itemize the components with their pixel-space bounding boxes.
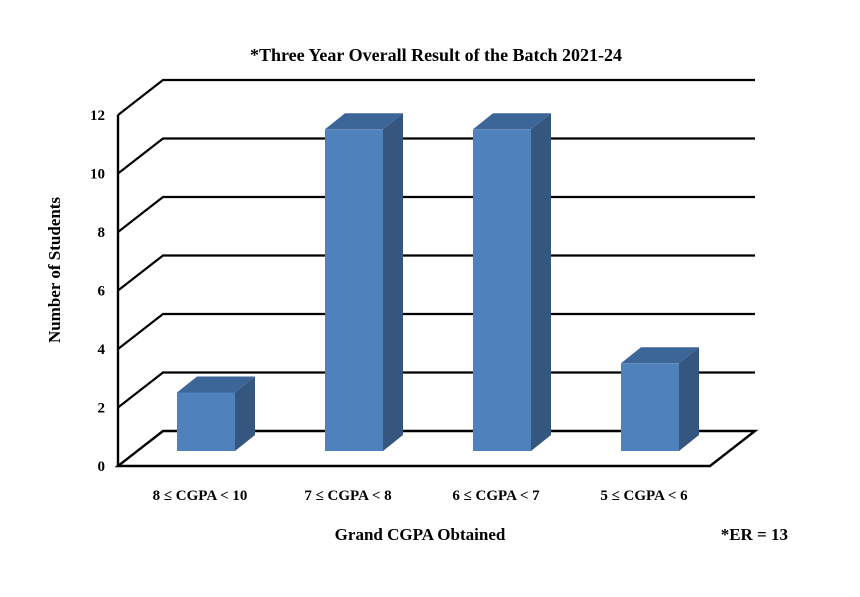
y-tick-label: 6 <box>98 284 106 300</box>
bar-side <box>531 113 551 451</box>
gridline <box>117 137 755 175</box>
bar-top <box>325 113 403 130</box>
y-tick-label: 10 <box>90 167 105 183</box>
gridlines <box>114 78 759 468</box>
y-axis-title: Number of Students <box>45 197 64 343</box>
bar <box>621 347 699 451</box>
bar-top <box>473 113 551 130</box>
gridline <box>117 78 755 116</box>
y-tick-label: 8 <box>98 225 106 241</box>
gridline <box>117 195 755 233</box>
bar-front <box>473 129 531 451</box>
x-category-label: 5 ≤ CGPA < 6 <box>600 488 688 504</box>
er-annotation: *ER = 13 <box>721 525 788 544</box>
bars <box>177 113 699 451</box>
y-tick-label: 4 <box>98 342 106 358</box>
bar-front <box>325 129 383 451</box>
gridline <box>117 371 755 409</box>
bar <box>177 376 255 451</box>
bar <box>325 113 403 451</box>
y-tick-label: 12 <box>90 108 105 124</box>
bar <box>473 113 551 451</box>
bar-front <box>621 363 679 451</box>
bar-top <box>177 376 255 393</box>
x-category-labels: 8 ≤ CGPA < 10 7 ≤ CGPA < 8 6 ≤ CGPA < 7 5 ≤… <box>153 488 689 504</box>
bar-top <box>621 347 699 364</box>
bar-side <box>383 113 403 451</box>
x-category-label: 8 ≤ CGPA < 10 <box>153 488 248 504</box>
chart-floor <box>114 429 759 468</box>
y-tick-label: 2 <box>98 401 106 417</box>
bar-front <box>177 392 235 451</box>
gridline <box>117 254 755 292</box>
x-category-label: 7 ≤ CGPA < 8 <box>304 488 391 504</box>
gridline <box>117 312 755 350</box>
y-tick-label: 0 <box>98 459 106 475</box>
bar-side <box>679 347 699 451</box>
y-tick-labels: 0 2 4 6 8 10 12 <box>90 108 106 475</box>
bar-side <box>235 376 255 451</box>
x-axis-title: Grand CGPA Obtained <box>335 525 506 544</box>
x-category-label: 6 ≤ CGPA < 7 <box>452 488 540 504</box>
chart-title: *Three Year Overall Result of the Batch … <box>250 45 622 65</box>
